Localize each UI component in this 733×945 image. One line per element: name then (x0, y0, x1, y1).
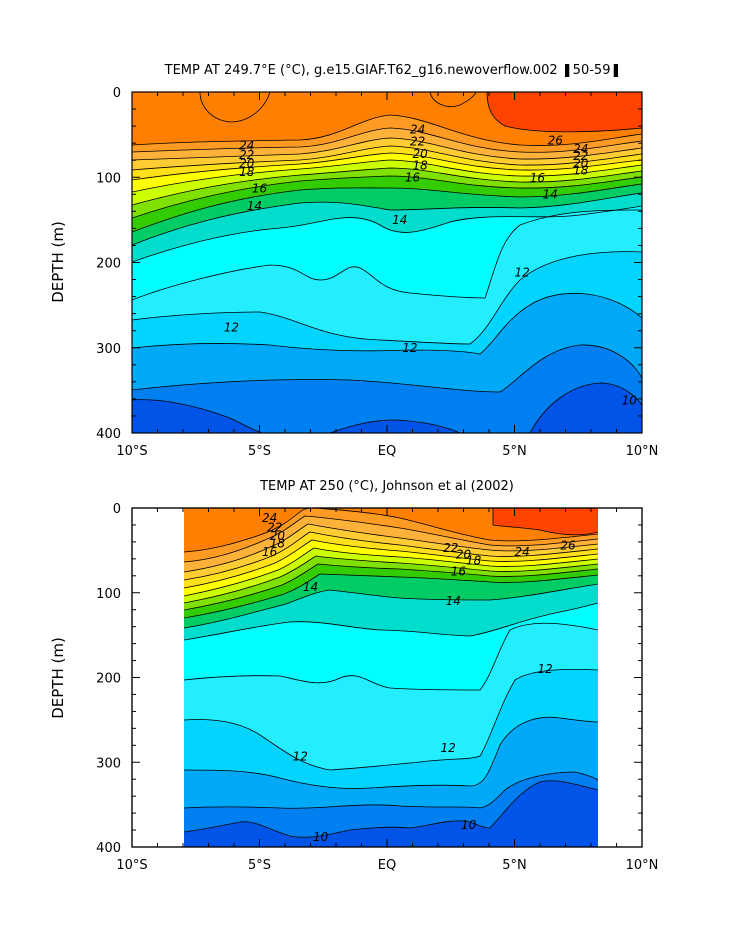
contour-label: 10 (313, 830, 329, 844)
contour-label: 20 (239, 157, 255, 171)
axes-2: 10°S 5°S EQ 5°N 10°N 0 100 200 300 400 (96, 502, 658, 873)
contour-label: 12 (293, 749, 308, 763)
contour-label: 18 (413, 158, 429, 172)
x-tick-label: 5°S (248, 444, 271, 459)
chart-title-2: TEMP AT 250 (°C), Johnson et al (2002) (259, 479, 514, 494)
contour-labels-1: 2422201816142422201816142624222018161412… (224, 123, 637, 408)
contour-label: 14 (543, 187, 558, 201)
no-data-right (598, 509, 641, 846)
x-tick-label: EQ (378, 444, 396, 459)
contour-lines-1 (132, 92, 642, 433)
contour-label: 16 (451, 565, 467, 579)
contour-label: 12 (402, 341, 417, 355)
contour-label: 10 (461, 818, 477, 832)
no-data-left (133, 509, 183, 846)
contour-lines-2 (184, 508, 598, 838)
temperature-field-1: 2422201816142422201816142624222018161412… (132, 92, 642, 433)
contour-label: 24 (239, 139, 254, 153)
x-tick-label: EQ (378, 858, 396, 873)
contour-label: 22 (267, 520, 282, 534)
y-tick-label: 300 (96, 342, 121, 357)
contour-label: 16 (405, 170, 421, 184)
contour-label: 20 (413, 147, 429, 161)
contour-label: 22 (573, 149, 588, 163)
contour-label: 12 (441, 741, 456, 755)
panel-2: TEMP AT 250 (°C), Johnson et al (2002) (49, 479, 643, 848)
contour-label: 14 (303, 580, 318, 594)
x-tick-label: 10°N (626, 858, 659, 873)
contour-label: 20 (456, 548, 472, 562)
y-axis-label-2: DEPTH (m) (49, 637, 67, 719)
x-tick-label: 10°S (116, 858, 147, 873)
contour-label: 24 (262, 511, 277, 525)
x-tick-label: 10°N (626, 444, 659, 459)
contour-label: 24 (573, 142, 588, 156)
axes-1: 10°S 5°S EQ 5°N 10°N 0 100 200 300 400 (96, 86, 658, 459)
y-tick-label: 400 (96, 427, 121, 442)
contour-label: 12 (224, 320, 239, 334)
x-tick-label: 5°N (502, 858, 527, 873)
y-tick-label: 300 (96, 756, 121, 771)
contour-label: 16 (262, 545, 278, 559)
y-tick-label: 200 (96, 672, 121, 687)
contour-label: 14 (247, 199, 262, 213)
contour-label: 24 (515, 545, 530, 559)
band-below-10-2 (184, 780, 598, 847)
x-tick-label: 10°S (116, 444, 147, 459)
contour-label: 18 (466, 554, 482, 568)
x-tick-label: 5°S (248, 858, 271, 873)
contour-label: 22 (443, 541, 458, 555)
contour-label: 22 (239, 148, 254, 162)
contour-label: 18 (239, 165, 255, 179)
contour-label: 20 (573, 157, 589, 171)
contour-label: 10 (622, 394, 638, 408)
band-26-2 (493, 508, 598, 535)
contour-label: 18 (270, 537, 286, 551)
contour-label: 14 (446, 594, 461, 608)
band-10 (132, 344, 642, 433)
contour-label: 22 (410, 134, 425, 148)
contour-label: 26 (548, 134, 564, 148)
contour-label: 20 (270, 529, 286, 543)
contour-label: 24 (410, 123, 425, 137)
y-tick-label: 100 (96, 171, 121, 186)
y-axis-label-1: DEPTH (m) (49, 221, 67, 303)
x-tick-label: 5°N (502, 444, 527, 459)
y-tick-label: 100 (96, 587, 121, 602)
y-tick-label: 0 (113, 502, 121, 517)
contour-label: 12 (515, 266, 530, 280)
contour-label: 16 (252, 181, 268, 195)
contour-label: 16 (530, 171, 546, 185)
panel-1: TEMP AT 249.7°E (°C), g.e15.GIAF.T62_g16… (49, 63, 658, 459)
y-tick-label: 0 (113, 86, 121, 101)
band-below-10 (132, 383, 642, 433)
y-tick-label: 200 (96, 257, 121, 272)
contour-label: 12 (537, 662, 552, 676)
y-tick-label: 400 (96, 841, 121, 856)
contour-label: 18 (573, 163, 589, 177)
contour-label: 14 (392, 213, 407, 227)
contour-label: 26 (560, 538, 576, 552)
chart-title-1: TEMP AT 249.7°E (°C), g.e15.GIAF.T62_g16… (164, 63, 622, 78)
